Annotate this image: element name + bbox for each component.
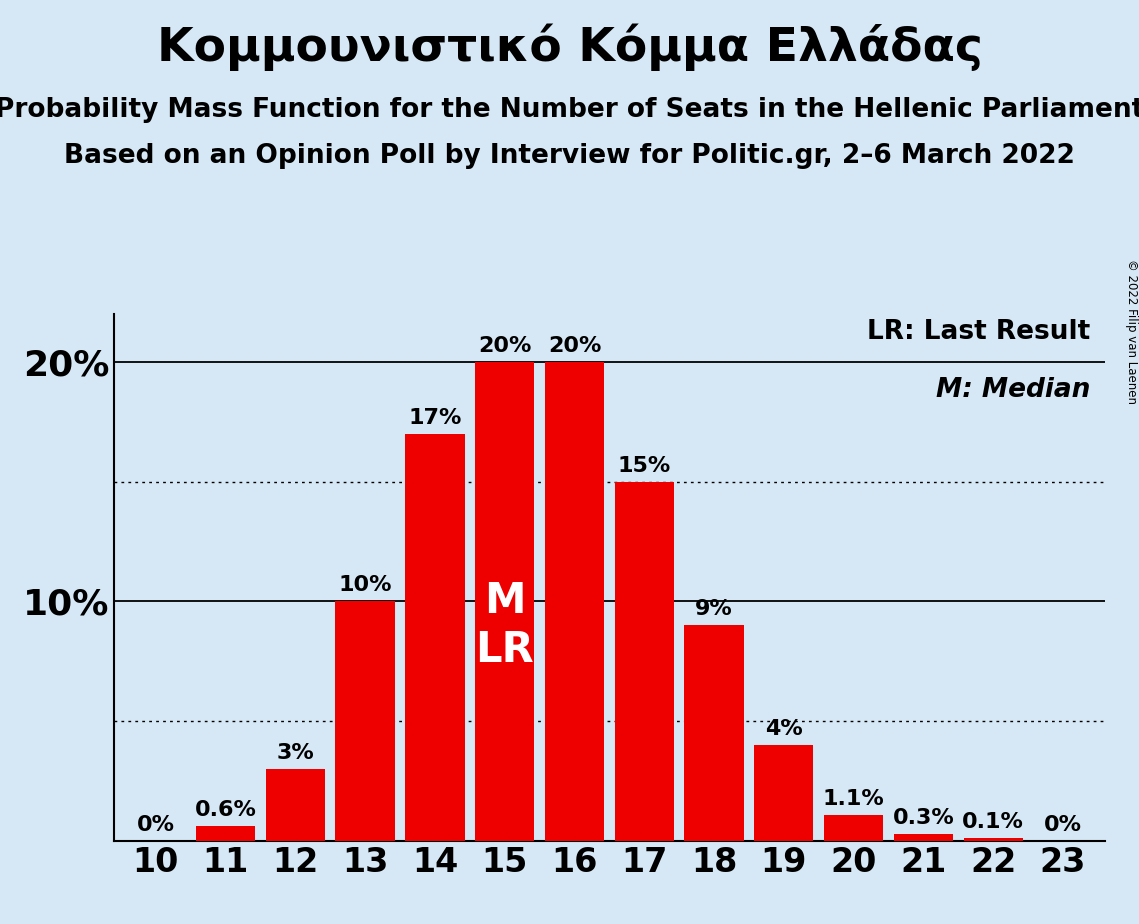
Text: Based on an Opinion Poll by Interview for Politic.gr, 2–6 March 2022: Based on an Opinion Poll by Interview fo… — [64, 143, 1075, 169]
Bar — [964, 838, 1023, 841]
Text: 20%: 20% — [478, 336, 532, 356]
Text: 0%: 0% — [137, 815, 174, 835]
Bar — [615, 481, 674, 841]
Text: 9%: 9% — [695, 600, 732, 619]
Bar — [265, 769, 325, 841]
Text: 1.1%: 1.1% — [822, 788, 885, 808]
Bar — [685, 626, 744, 841]
Text: 0.3%: 0.3% — [893, 808, 954, 828]
Text: 3%: 3% — [277, 743, 314, 763]
Text: 20%: 20% — [548, 336, 601, 356]
Text: 4%: 4% — [765, 719, 803, 739]
Text: 0.6%: 0.6% — [195, 800, 256, 821]
Bar — [823, 815, 883, 841]
Text: M
LR: M LR — [475, 580, 534, 671]
Bar — [475, 362, 534, 841]
Text: 0.1%: 0.1% — [962, 812, 1024, 833]
Text: M: Median: M: Median — [935, 377, 1090, 404]
Bar — [894, 833, 953, 841]
Bar — [405, 434, 465, 841]
Bar — [544, 362, 604, 841]
Text: 15%: 15% — [617, 456, 671, 476]
Bar — [754, 745, 813, 841]
Text: 0%: 0% — [1044, 815, 1082, 835]
Text: 17%: 17% — [408, 407, 461, 428]
Text: © 2022 Filip van Laenen: © 2022 Filip van Laenen — [1124, 259, 1138, 404]
Text: Probability Mass Function for the Number of Seats in the Hellenic Parliament: Probability Mass Function for the Number… — [0, 97, 1139, 123]
Text: LR: Last Result: LR: Last Result — [867, 320, 1090, 346]
Bar — [196, 826, 255, 841]
Text: Κομμουνιστικό Κόμμα Ελλάδας: Κομμουνιστικό Κόμμα Ελλάδας — [156, 23, 983, 70]
Bar — [336, 602, 395, 841]
Text: 10%: 10% — [338, 576, 392, 595]
